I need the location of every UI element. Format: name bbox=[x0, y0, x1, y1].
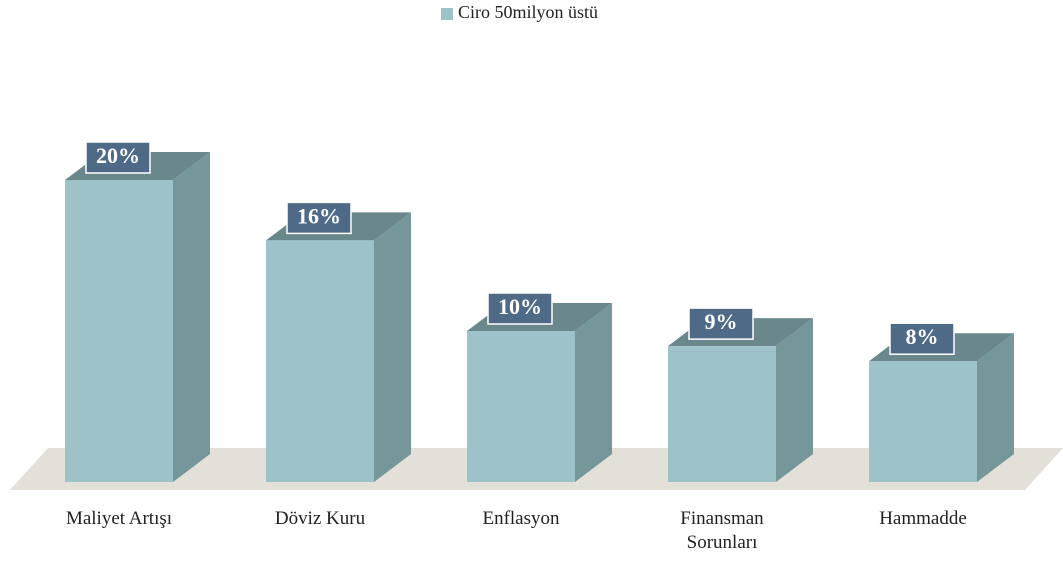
value-label-box bbox=[688, 307, 754, 340]
bar-side bbox=[776, 318, 813, 482]
bar bbox=[668, 318, 813, 482]
value-label-box bbox=[85, 141, 151, 174]
x-tick-label: Döviz Kuru bbox=[274, 508, 366, 529]
bar-front bbox=[668, 346, 776, 482]
value-label-box bbox=[487, 292, 553, 325]
value-label: 16% bbox=[297, 203, 341, 228]
x-tick-label: Hammadde bbox=[879, 508, 967, 529]
bar-front bbox=[869, 361, 977, 482]
value-label-box bbox=[286, 201, 352, 235]
legend-label: Ciro 50milyon üstü bbox=[458, 2, 598, 22]
legend-swatch bbox=[441, 8, 453, 20]
bar bbox=[266, 212, 411, 482]
bar-side bbox=[374, 212, 411, 482]
bar-side bbox=[173, 152, 210, 482]
bar bbox=[467, 303, 612, 482]
value-label: 20% bbox=[96, 143, 140, 168]
x-tick-label: Maliyet Artışı bbox=[65, 508, 173, 529]
x-tick-label: Enflasyon bbox=[482, 508, 560, 529]
bar-front bbox=[266, 240, 374, 482]
bar-front bbox=[467, 331, 575, 482]
bar-front bbox=[65, 180, 173, 482]
bar-side bbox=[575, 303, 612, 482]
value-label: 9% bbox=[705, 309, 738, 334]
bar bbox=[65, 152, 210, 482]
value-label-box bbox=[889, 322, 955, 355]
bar-side bbox=[977, 333, 1014, 482]
value-label: 8% bbox=[906, 324, 939, 349]
bar bbox=[869, 333, 1014, 482]
value-label: 10% bbox=[498, 294, 542, 319]
x-tick-label: Finansman Sorunları bbox=[680, 508, 764, 553]
